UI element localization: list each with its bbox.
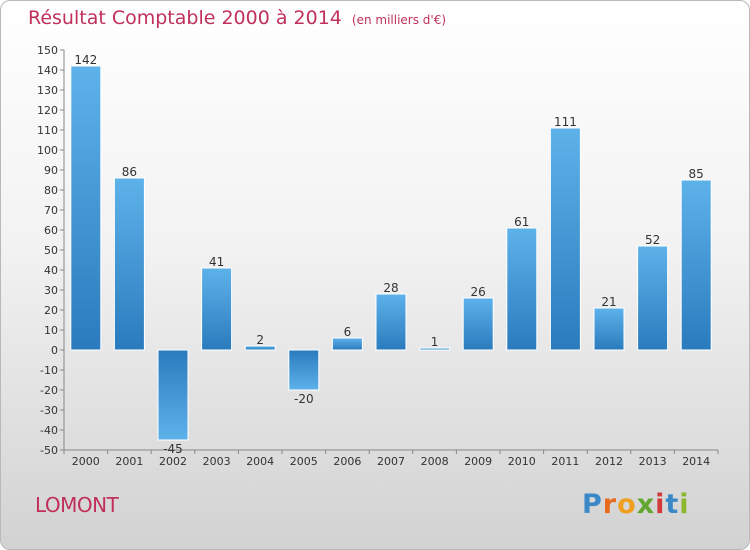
value-label: 111 [554, 115, 577, 129]
x-tick-label: 2006 [333, 455, 361, 468]
value-label: 142 [74, 53, 97, 67]
bar-2001 [113, 177, 145, 351]
y-tick-label: 140 [37, 64, 58, 77]
x-axis: 2000 2001 2002 2003 2004 2005 2006 2007 2008 2009… [63, 449, 719, 468]
x-tick-label: 2008 [421, 455, 449, 468]
y-tick-label: 50 [44, 244, 58, 257]
x-tick-label: 2001 [115, 455, 143, 468]
bar-2002 [157, 349, 189, 441]
x-tick-label: 2007 [377, 455, 405, 468]
value-labels: 142 86 -45 41 2 -20 6 28 1 26 61 111 21 52 85 [74, 53, 703, 456]
logo-letter: x [636, 489, 656, 520]
bar-2004 [244, 345, 276, 351]
y-tick-label: 110 [37, 124, 58, 137]
value-label: 6 [344, 325, 352, 339]
y-axis: 1501401301201101009080706050403020100-10… [37, 44, 65, 457]
value-label: 86 [122, 165, 137, 179]
value-label: 28 [383, 281, 398, 295]
y-tick-label: 70 [44, 204, 58, 217]
x-tick-label: 2009 [464, 455, 492, 468]
commune-name: LOMONT [35, 493, 119, 517]
x-tick-label: 2002 [159, 455, 187, 468]
bar-2012 [593, 307, 625, 351]
x-tick-label: 2004 [246, 455, 274, 468]
y-tick-label: 30 [44, 284, 58, 297]
y-tick-label: 120 [37, 104, 58, 117]
value-label: 21 [601, 295, 616, 309]
y-tick-label: -40 [40, 424, 58, 437]
proxiti-logo: Proxiti [582, 489, 690, 520]
logo-letter: t [665, 489, 680, 520]
x-tick-label: 2005 [290, 455, 318, 468]
bar-2014 [680, 179, 712, 351]
y-tick-label: 10 [44, 324, 58, 337]
bar-2013 [637, 245, 669, 351]
y-tick-label: 90 [44, 164, 58, 177]
value-label: -20 [294, 392, 314, 406]
y-tick-label: -50 [40, 444, 58, 457]
value-label: 2 [256, 333, 264, 347]
bar-2010 [506, 227, 538, 351]
value-label: 26 [471, 285, 486, 299]
bar-2007 [375, 293, 407, 351]
value-label: 1 [431, 335, 439, 349]
y-tick-label: -10 [40, 364, 58, 377]
value-label: 41 [209, 255, 224, 269]
bar-2006 [331, 337, 363, 351]
logo-letter: i [655, 489, 666, 520]
y-tick-label: 80 [44, 184, 58, 197]
x-tick-label: 2014 [682, 455, 710, 468]
chart-title: Résultat Comptable 2000 à 2014 (en millie… [28, 7, 446, 29]
bar-2005 [288, 349, 320, 391]
y-tick-label: -30 [40, 404, 58, 417]
bar-2011 [549, 127, 581, 351]
logo-letter: r [602, 489, 618, 520]
x-tick-label: 2013 [639, 455, 667, 468]
x-tick-label: 2000 [72, 455, 100, 468]
y-tick-label: 100 [37, 144, 58, 157]
logo-letter: P [582, 489, 603, 520]
value-label: 61 [514, 215, 529, 229]
y-tick-label: 40 [44, 264, 58, 277]
y-tick-label: 0 [51, 344, 58, 357]
y-tick-label: 60 [44, 224, 58, 237]
bar-2009 [462, 297, 494, 351]
value-label: -45 [163, 442, 183, 456]
logo-letter: i [679, 489, 690, 520]
value-label: 85 [689, 167, 704, 181]
bars [70, 65, 712, 441]
y-tick-label: -20 [40, 384, 58, 397]
chart-unit: (en milliers d'€) [351, 13, 447, 27]
bar-2000 [70, 65, 102, 351]
y-tick-label: 130 [37, 84, 58, 97]
x-tick-label: 2011 [551, 455, 579, 468]
logo-letter: o [617, 489, 637, 520]
chart-title-text: Résultat Comptable 2000 à 2014 [28, 7, 342, 29]
x-tick-label: 2003 [203, 455, 231, 468]
y-tick-label: 150 [37, 44, 58, 57]
x-tick-label: 2012 [595, 455, 623, 468]
y-tick-label: 20 [44, 304, 58, 317]
bar-2003 [201, 267, 233, 351]
x-tick-label: 2010 [508, 455, 536, 468]
value-label: 52 [645, 233, 660, 247]
bar-2008 [419, 347, 451, 351]
